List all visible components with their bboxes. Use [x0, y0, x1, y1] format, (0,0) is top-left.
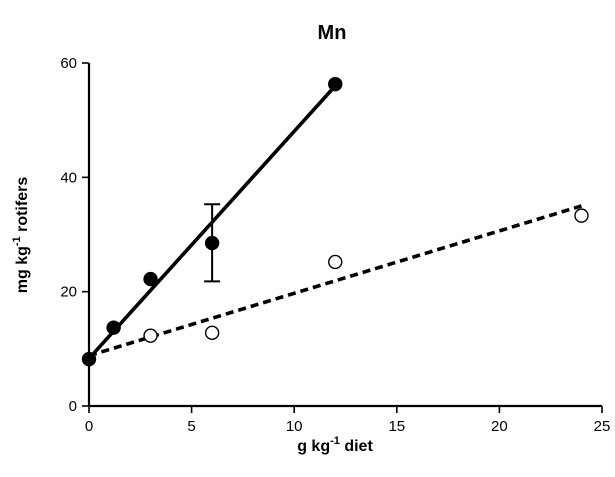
series-2-point — [574, 208, 589, 223]
x-tick-label: 10 — [286, 418, 303, 435]
axes — [87, 63, 602, 408]
series-1-point — [143, 271, 158, 287]
series-1-point — [328, 76, 343, 92]
x-tick-label: 15 — [388, 418, 405, 435]
x-axis-title-suffix: diet — [344, 438, 373, 455]
data-points — [81, 76, 589, 367]
series-1-point — [81, 351, 97, 367]
x-axis-title-main: g kg — [297, 438, 330, 455]
series-1-point — [204, 235, 220, 251]
x-tick-label: 5 — [187, 418, 195, 435]
x-axis-title-superscript: -1 — [330, 435, 340, 447]
x-axis-title: g kg-1 diet — [297, 435, 373, 455]
y-axis-title-main: mg kg — [14, 246, 31, 293]
x-ticks: 0 5 10 15 20 25 — [85, 406, 611, 435]
y-axis-title: mg kg-1 rotifers — [11, 177, 31, 294]
fit-lines — [87, 84, 583, 360]
x-tick-label: 20 — [491, 418, 508, 435]
series-2-fit-line — [88, 204, 583, 358]
y-ticks: 0 20 40 60 — [60, 55, 89, 415]
chart-title: Mn — [318, 22, 347, 44]
y-axis-title-suffix: rotifers — [14, 177, 31, 232]
y-tick-label: 0 — [69, 398, 77, 415]
series-2-point — [204, 325, 220, 341]
y-tick-label: 40 — [60, 169, 77, 186]
x-tick-label: 25 — [594, 418, 611, 435]
y-tick-label: 60 — [60, 55, 77, 72]
x-tick-label: 0 — [85, 418, 93, 435]
y-tick-label: 20 — [60, 284, 77, 301]
series-2-point — [328, 254, 343, 270]
series-1-point — [106, 320, 121, 335]
series-2-point — [143, 328, 158, 343]
y-axis-title-superscript: -1 — [11, 236, 23, 246]
